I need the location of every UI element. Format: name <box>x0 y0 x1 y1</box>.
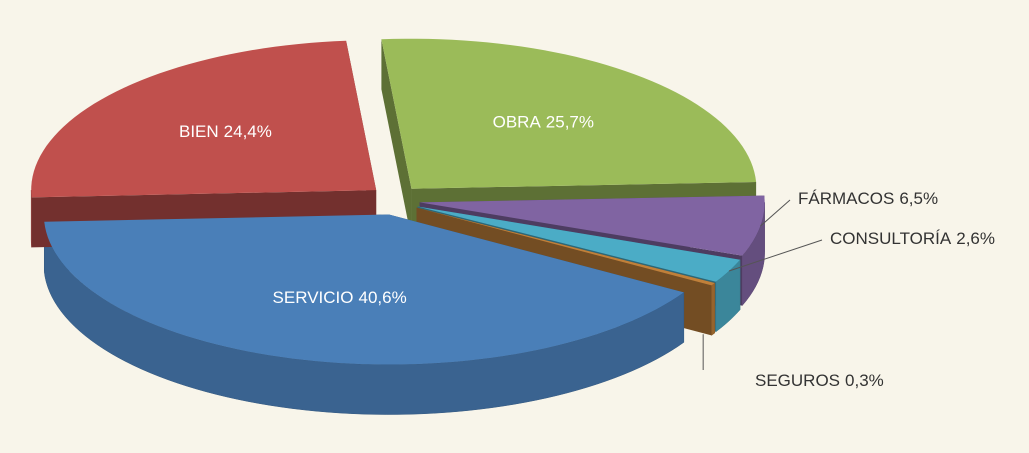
slice-label: SERVICIO 40,6% <box>273 288 407 307</box>
slice-wall <box>711 282 716 336</box>
slice-wall <box>43 221 685 415</box>
category-name: OBRA <box>493 113 542 132</box>
slice-edge <box>381 39 412 239</box>
value-label: 0,3% <box>845 371 884 390</box>
category-name: SERVICIO <box>273 288 354 307</box>
slice <box>44 214 684 365</box>
category-name: BIEN <box>179 122 219 141</box>
slice-label: FÁRMACOS 6,5% <box>798 189 938 208</box>
slice <box>419 195 765 256</box>
value-label: 6,5% <box>899 189 938 208</box>
slice <box>416 207 715 286</box>
slice-label: BIEN 24,4% <box>179 122 272 141</box>
category-name: SEGUROS <box>755 371 840 390</box>
slice <box>417 206 741 282</box>
slice-label: CONSULTORÍA 2,6% <box>830 229 995 248</box>
leader-line <box>728 239 823 272</box>
slice <box>381 38 757 189</box>
slice-label: SEGUROS 0,3% <box>755 371 884 390</box>
value-label: 24,4% <box>224 122 272 141</box>
leader-line <box>759 199 791 227</box>
value-label: 2,6% <box>956 229 995 248</box>
category-name: FÁRMACOS <box>798 189 894 208</box>
value-label: 40,6% <box>358 288 406 307</box>
slice-label: OBRA 25,7% <box>493 113 594 132</box>
slice <box>31 40 377 198</box>
category-name: CONSULTORÍA <box>830 229 952 248</box>
pie-tops <box>31 38 765 365</box>
slice-wall <box>741 202 765 307</box>
value-label: 25,7% <box>546 113 594 132</box>
slice-wall <box>715 259 741 333</box>
pie-labels: OBRA 25,7% FÁRMACOS 6,5% CONSULTORÍA 2,6% SEGU… <box>179 113 995 391</box>
